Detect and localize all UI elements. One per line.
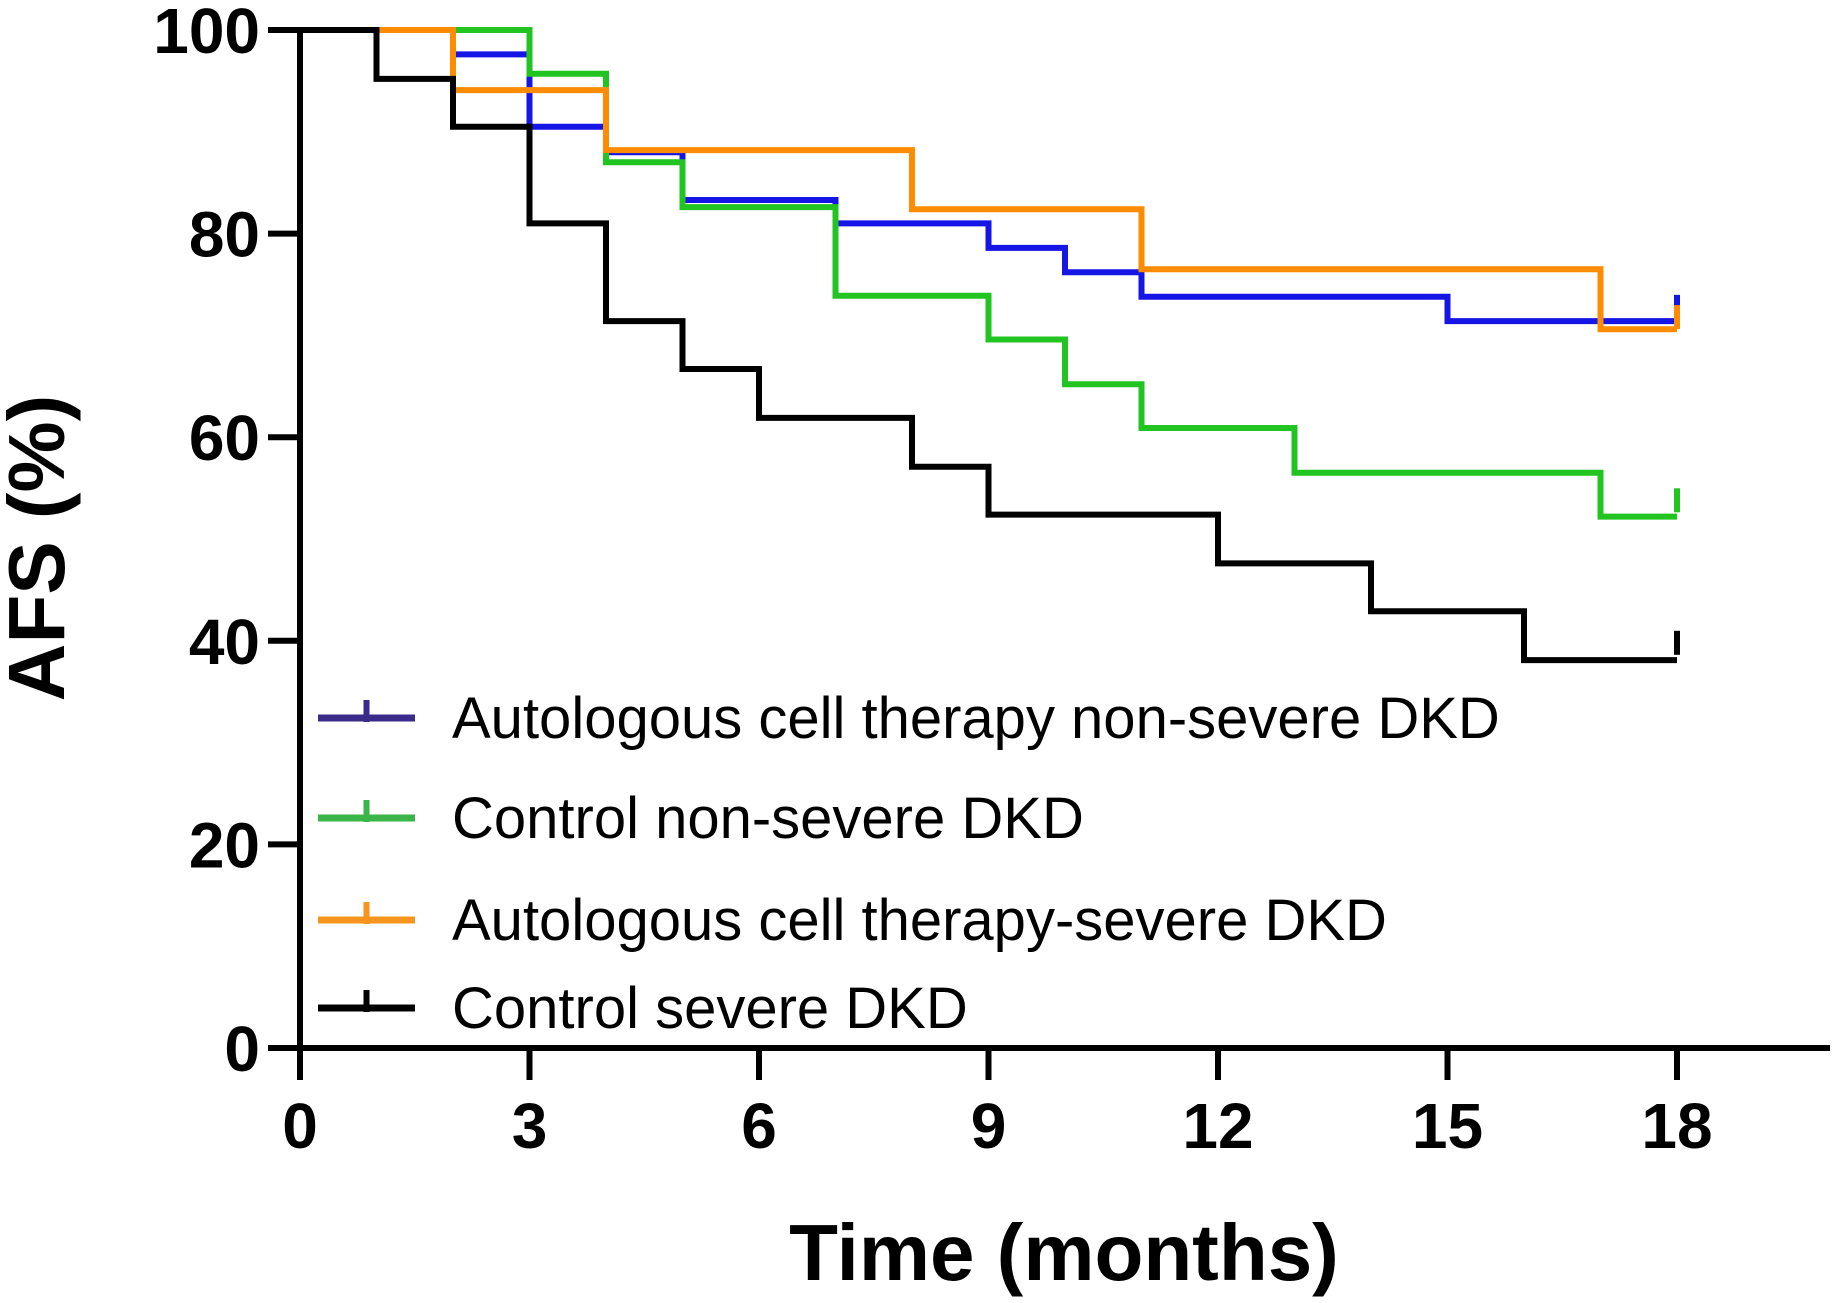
x-tick-label-9: 9 xyxy=(971,1090,1007,1162)
axes-layer: 0 20 40 60 80 100 0 3 6 9 12 15 18 xyxy=(153,0,1830,1162)
y-tick-label-20: 20 xyxy=(189,809,260,881)
x-tick-label-15: 15 xyxy=(1412,1090,1483,1162)
series-layer xyxy=(300,27,1680,664)
series-line-3 xyxy=(300,27,1677,664)
series-line-2 xyxy=(300,27,1677,333)
legend-label-1: Control non-severe DKD xyxy=(452,786,1084,851)
legend-label-3: Control severe DKD xyxy=(452,976,968,1041)
x-tick-label-3: 3 xyxy=(512,1090,548,1162)
y-tick-label-80: 80 xyxy=(189,199,260,271)
x-axis-title: Time (months) xyxy=(789,1208,1339,1297)
legend: Autologous cell therapy non-severe DKD Co… xyxy=(318,686,1500,1041)
x-tick-label-18: 18 xyxy=(1641,1090,1712,1162)
x-tick-label-0: 0 xyxy=(282,1090,318,1162)
legend-label-2: Autologous cell therapy-severe DKD xyxy=(452,888,1387,953)
y-tick-label-100: 100 xyxy=(153,0,260,67)
legend-label-0: Autologous cell therapy non-severe DKD xyxy=(452,686,1500,751)
y-axis-title: AFS (%) xyxy=(0,395,81,702)
y-tick-label-0: 0 xyxy=(224,1013,260,1085)
series-line-1 xyxy=(300,27,1677,520)
series-line-0 xyxy=(300,27,1677,325)
x-tick-label-12: 12 xyxy=(1182,1090,1253,1162)
x-tick-label-6: 6 xyxy=(741,1090,777,1162)
y-tick-label-40: 40 xyxy=(189,606,260,678)
y-tick-label-60: 60 xyxy=(189,402,260,474)
